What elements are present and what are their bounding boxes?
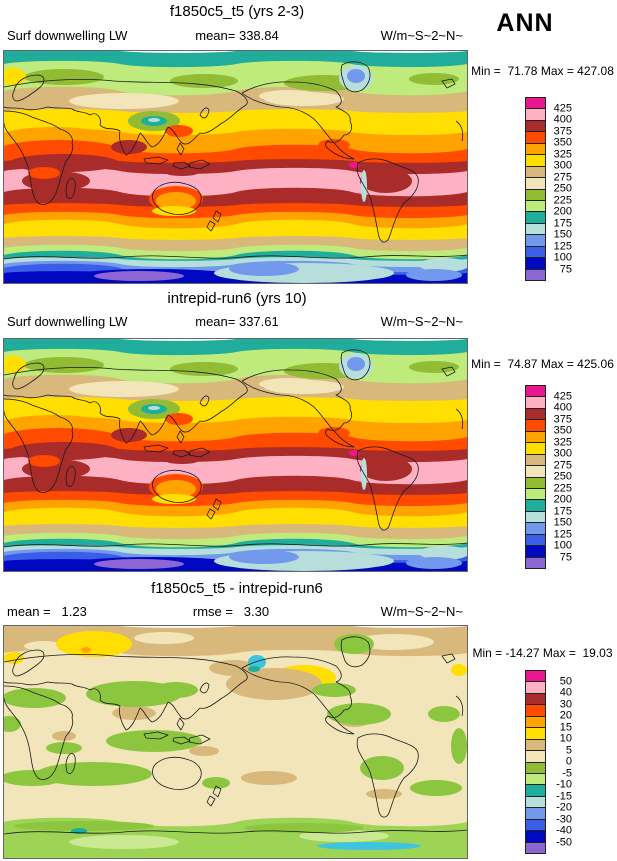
panel2-title: intrepid-run6 (yrs 10) [167,290,307,307]
panel1-colorbar: 425 400 375 350 325 300 275 250 225 200 175 150 125 1… [525,97,572,283]
season-label: ANN [496,9,554,37]
panel2-map [3,338,468,572]
panel3-units-label: W/m~S~2~N~ [380,604,463,619]
panel2-colorbar: 425 400 375 350 325 300 275 250 225 200 175 150 125 1… [525,385,572,571]
panel3-title: f1850c5_t5 - intrepid-run6 [151,580,323,597]
panel3-colorbar: 50 40 30 20 15 10 5 0 -5 -10 -15 -20 -30 -40 -50 [525,670,572,856]
panel3-rmse-value: rmse = 3.30 [192,604,270,619]
panel1-units-label: W/m~S~2~N~ [380,28,463,43]
panel1-title: f1850c5_t5 (yrs 2-3) [169,3,305,20]
panel2-minmax: Min = 74.87 Max = 425.06 [471,357,614,371]
panel1-map [3,50,468,284]
panel2-mean-value: mean= 337.61 [195,314,279,329]
panel1-minmax: Min = 71.78 Max = 427.08 [471,64,614,78]
map-intrepid-run6 [4,339,467,571]
map-f1850c5_t5 [4,51,467,283]
map-difference [4,626,467,858]
panel2-variable-label: Surf downwelling LW [7,314,128,329]
panel3-minmax: Min = -14.27 Max = 19.03 [472,646,613,660]
panel2-units-label: W/m~S~2~N~ [380,314,463,329]
panel3-map [3,625,468,859]
panel3-mean-value: mean = 1.23 [7,604,87,619]
panel1-mean-value: mean= 338.84 [195,28,279,43]
panel1-variable-label: Surf downwelling LW [7,28,128,43]
